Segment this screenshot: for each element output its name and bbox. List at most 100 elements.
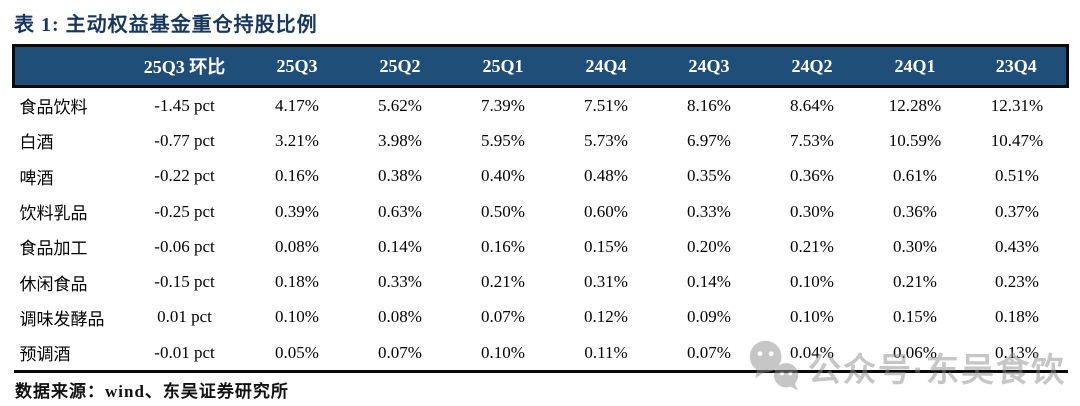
table-row: 食品饮料 -1.45 pct 4.17% 5.62% 7.39% 7.51% 8.16% 8.… xyxy=(14,87,1068,124)
row-label: 啤酒 xyxy=(19,168,54,188)
table-row: 调味发酵品 0.01 pct 0.10% 0.08% 0.07% 0.12% 0.09% 0.… xyxy=(14,300,1068,335)
value-cell: 0.12% xyxy=(584,307,628,327)
value-cell: 0.18% xyxy=(275,272,319,292)
value-cell: 0.33% xyxy=(687,201,731,221)
value-cell: 10.59% xyxy=(888,130,942,150)
value-cell: 12.31% xyxy=(990,95,1044,115)
value-cell: 0.10% xyxy=(451,335,555,374)
value-cell: 0.30% xyxy=(790,201,834,221)
value-cell: 0.08% xyxy=(275,236,319,256)
header-cell-25q3: 25Q3 xyxy=(245,44,349,88)
value-cell: 0.18% xyxy=(995,307,1039,327)
value-cell: 8.16% xyxy=(687,95,731,115)
value-cell: 7.51% xyxy=(584,95,628,115)
table-row: 预调酒 -0.01 pct 0.05% 0.07% 0.10% 0.11% 0.07% 0.0… xyxy=(13,335,1068,374)
value-cell: 0.60% xyxy=(584,201,628,221)
value-cell: 0.15% xyxy=(584,236,628,256)
value-cell: 6.97% xyxy=(687,130,731,150)
value-cell: 12.28% xyxy=(888,95,942,115)
value-cell: 0.14% xyxy=(687,272,731,292)
header-cell-23q4: 23Q4 xyxy=(966,44,1069,88)
header-cell-category xyxy=(12,44,124,88)
table-row: 白酒 -0.77 pct 3.21% 3.98% 5.95% 5.73% 6.97% 7.53… xyxy=(14,123,1068,158)
value-cell: 0.39% xyxy=(275,201,319,221)
row-label: 休闲食品 xyxy=(19,274,88,294)
row-label: 调味发酵品 xyxy=(19,309,105,329)
value-cell: 3.98% xyxy=(378,130,422,150)
value-cell: 0.10% xyxy=(790,307,834,327)
data-source-note: 数据来源：wind、东吴证券研究所 xyxy=(15,382,289,401)
value-cell: 8.64% xyxy=(790,95,834,115)
table-body: 食品饮料 -1.45 pct 4.17% 5.62% 7.39% 7.51% 8.16% 8.… xyxy=(13,87,1068,374)
table-row: 休闲食品 -0.15 pct 0.18% 0.33% 0.21% 0.31% 0.14% 0.… xyxy=(14,264,1068,299)
value-cell: 0.50% xyxy=(481,201,525,221)
fund-holding-table: 25Q3 环比 25Q3 25Q2 25Q1 24Q4 24Q3 24Q2 24… xyxy=(12,44,1069,374)
value-cell: 0.07% xyxy=(348,335,452,374)
value-cell: 10.47% xyxy=(990,130,1044,150)
row-label: 预调酒 xyxy=(13,335,124,374)
row-label: 食品加工 xyxy=(19,239,88,259)
value-cell: 0.13% xyxy=(966,335,1068,374)
value-cell: 0.21% xyxy=(893,272,937,292)
value-cell: 7.53% xyxy=(790,130,834,150)
table-row: 食品加工 -0.06 pct 0.08% 0.14% 0.16% 0.15% 0.20% 0.… xyxy=(14,229,1068,264)
table-row: 饮料乳品 -0.25 pct 0.39% 0.63% 0.50% 0.60% 0.33% 0.… xyxy=(14,194,1068,229)
value-cell: 0.38% xyxy=(378,166,422,186)
value-cell: 5.95% xyxy=(481,130,525,150)
value-cell: 5.73% xyxy=(584,130,628,150)
header-cell-24q3: 24Q3 xyxy=(657,44,761,88)
table-header: 25Q3 环比 25Q3 25Q2 25Q1 24Q4 24Q3 24Q2 24… xyxy=(12,44,1069,88)
row-label: 食品饮料 xyxy=(19,98,88,118)
value-cell: -0.77 pct xyxy=(154,130,215,150)
value-cell: 0.23% xyxy=(995,272,1039,292)
value-cell: 0.07% xyxy=(657,335,761,374)
header-cell-24q2: 24Q2 xyxy=(760,44,864,88)
value-cell: 0.21% xyxy=(481,272,525,292)
value-cell: 0.21% xyxy=(790,236,834,256)
value-cell: -0.25 pct xyxy=(154,201,215,221)
value-cell: 0.43% xyxy=(995,236,1039,256)
value-cell: 0.11% xyxy=(554,335,658,374)
value-cell: 0.33% xyxy=(378,272,422,292)
value-cell: 3.21% xyxy=(275,130,319,150)
value-cell: 0.16% xyxy=(275,166,319,186)
value-cell: -0.01 pct xyxy=(123,335,246,374)
value-cell: 0.10% xyxy=(275,307,319,327)
table-row: 啤酒 -0.22 pct 0.16% 0.38% 0.40% 0.48% 0.35% 0.36… xyxy=(14,159,1068,194)
value-cell: 0.09% xyxy=(687,307,731,327)
header-cell-24q4: 24Q4 xyxy=(554,44,658,88)
header-cell-25q2: 25Q2 xyxy=(348,44,452,88)
value-cell: 0.48% xyxy=(584,166,628,186)
value-cell: 0.36% xyxy=(893,201,937,221)
value-cell: -0.15 pct xyxy=(154,272,215,292)
value-cell: 0.05% xyxy=(245,335,349,374)
value-cell: 0.20% xyxy=(687,236,731,256)
value-cell: 0.10% xyxy=(790,272,834,292)
value-cell: 0.31% xyxy=(584,272,628,292)
value-cell: 0.08% xyxy=(378,307,422,327)
value-cell: 0.61% xyxy=(893,166,937,186)
value-cell: -0.22 pct xyxy=(154,166,215,186)
value-cell: 0.36% xyxy=(790,166,834,186)
value-cell: 0.16% xyxy=(481,236,525,256)
value-cell: 5.62% xyxy=(378,95,422,115)
value-cell: 0.37% xyxy=(995,201,1039,221)
value-cell: 0.15% xyxy=(893,307,937,327)
header-row: 25Q3 环比 25Q3 25Q2 25Q1 24Q4 24Q3 24Q2 24… xyxy=(12,44,1069,88)
row-label: 饮料乳品 xyxy=(19,204,88,224)
header-cell-25q1: 25Q1 xyxy=(451,44,555,88)
value-cell: 0.35% xyxy=(687,166,731,186)
value-cell: 7.39% xyxy=(481,95,525,115)
value-cell: 0.07% xyxy=(481,307,525,327)
value-cell: 0.14% xyxy=(378,236,422,256)
table-title: 表 1: 主动权益基金重仓持股比例 xyxy=(14,14,318,36)
header-cell-24q1: 24Q1 xyxy=(863,44,967,88)
value-cell: 0.40% xyxy=(481,166,525,186)
header-cell-25q3-qoq: 25Q3 环比 xyxy=(123,44,246,88)
value-cell: 0.01 pct xyxy=(157,307,212,327)
row-label: 白酒 xyxy=(19,133,54,153)
value-cell: 0.51% xyxy=(995,166,1039,186)
value-cell: 0.06% xyxy=(863,335,967,374)
value-cell: 0.30% xyxy=(893,236,937,256)
